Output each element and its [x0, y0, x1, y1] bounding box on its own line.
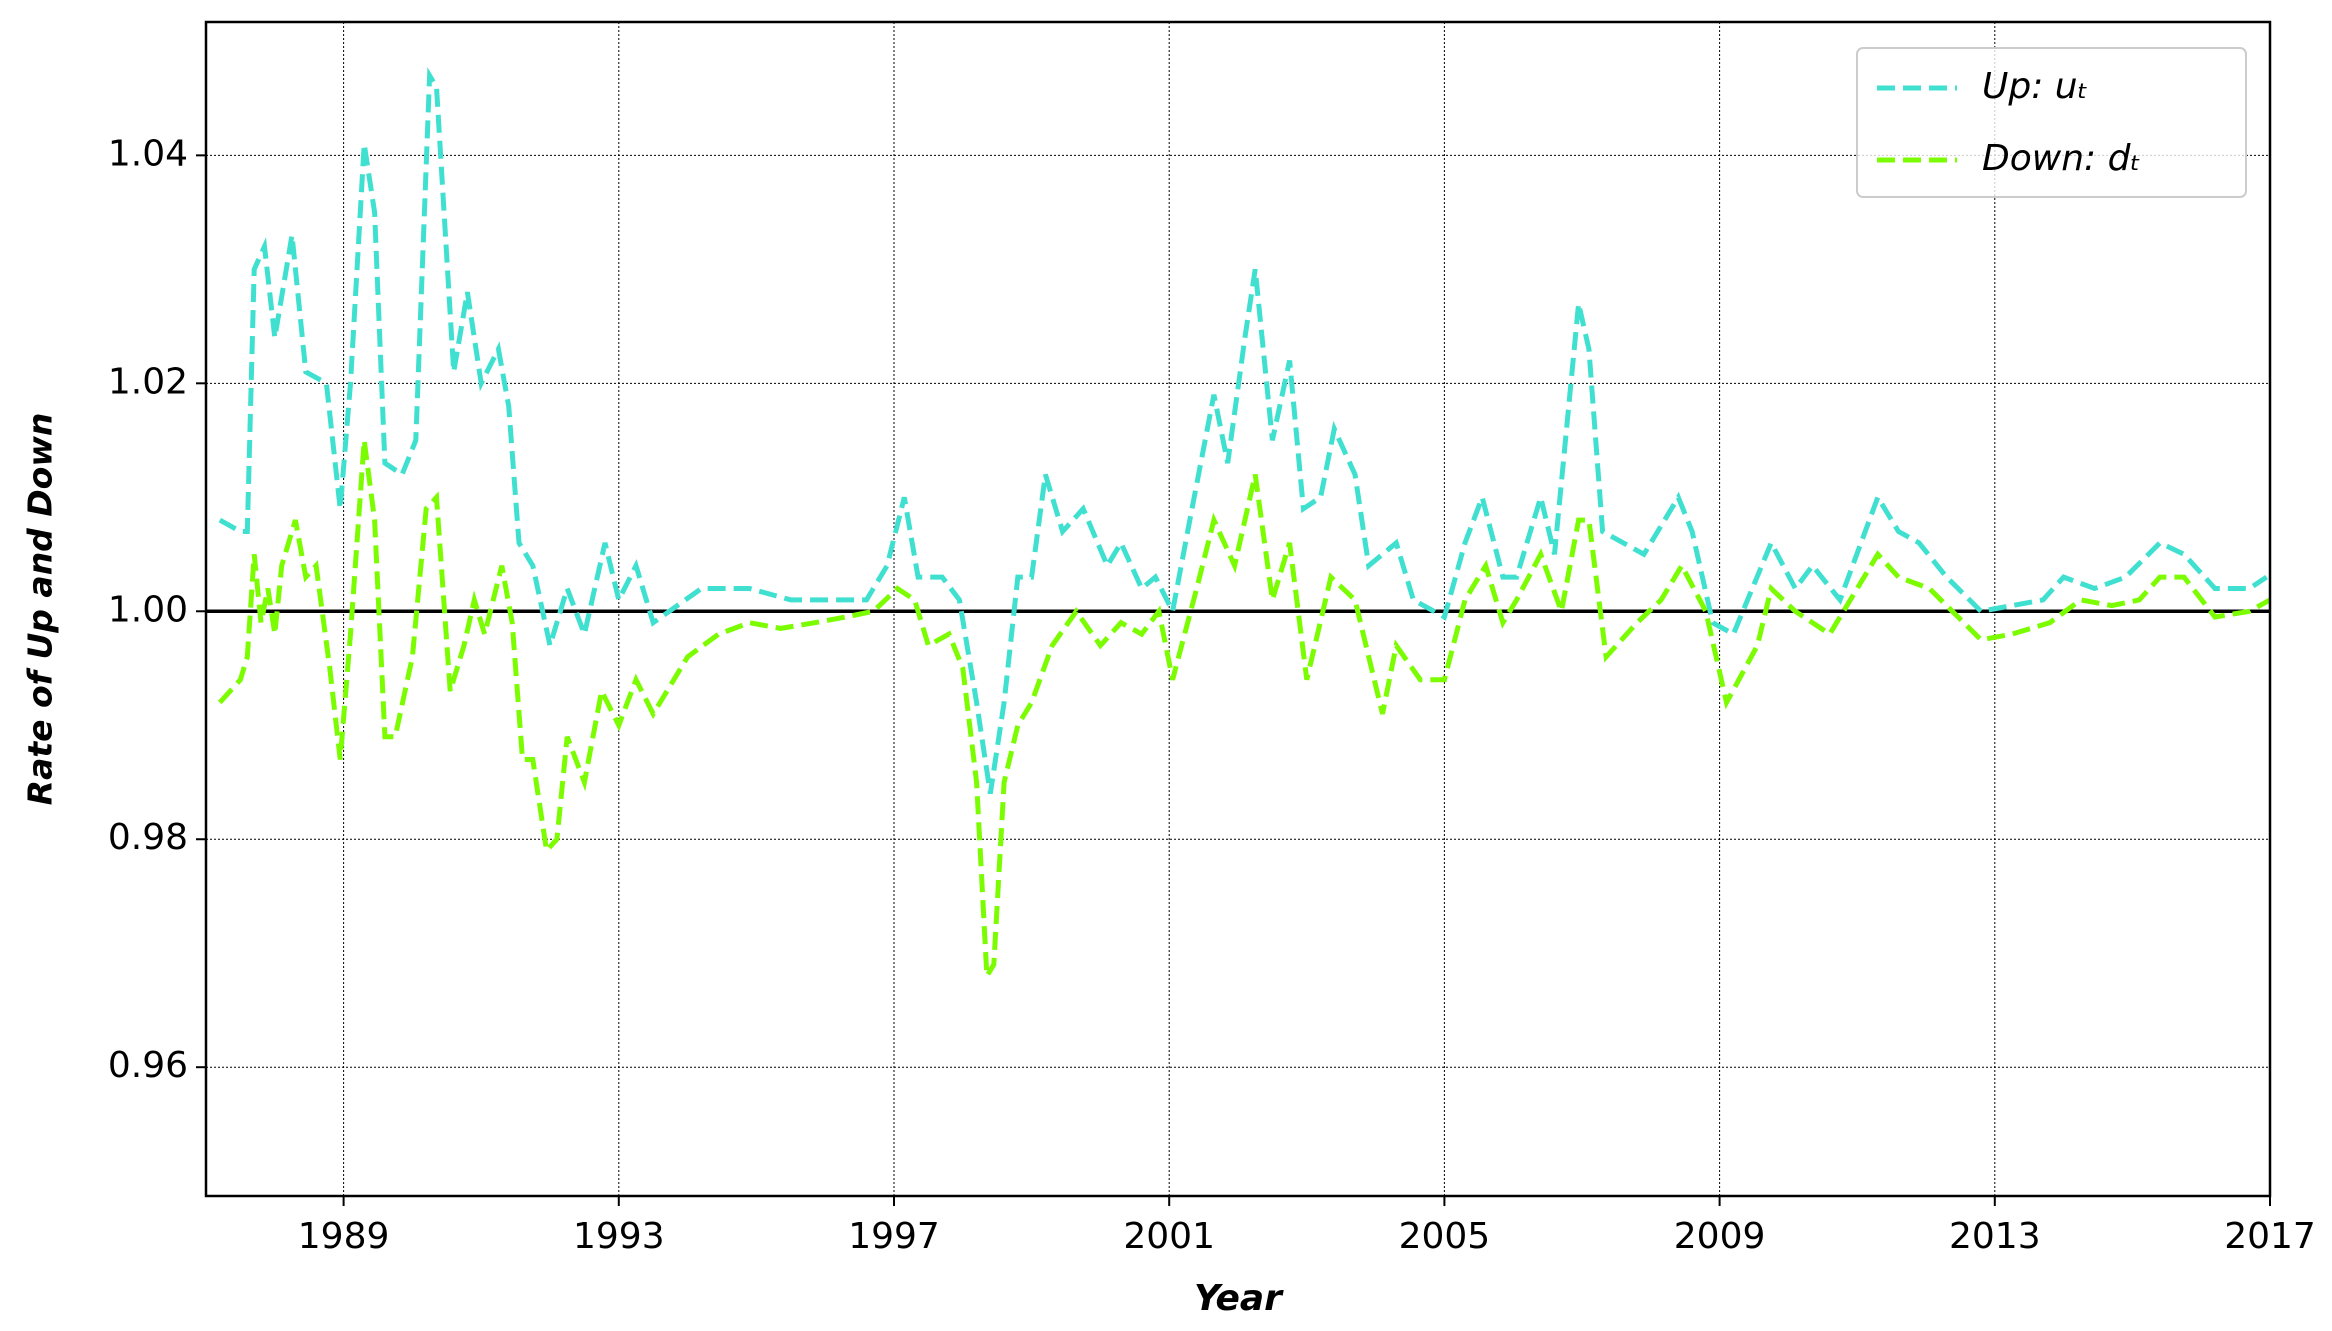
x-tick-label: 2009: [1674, 1216, 1766, 1257]
y-tick-label: 1.04: [108, 133, 188, 174]
x-tick-label: 2005: [1399, 1216, 1491, 1257]
legend-box: [1856, 47, 2247, 198]
x-tick-label: 2013: [1949, 1216, 2041, 1257]
y-tick-label: 1.02: [108, 361, 188, 402]
x-tick-label: 2001: [1123, 1216, 1215, 1257]
x-tick-label: 1997: [848, 1216, 940, 1257]
y-tick-label: 0.96: [108, 1045, 188, 1086]
legend-label: Up: uₜ: [1982, 66, 2088, 107]
legend-label: Down: dₜ: [1982, 138, 2141, 179]
x-tick-label: 2017: [2224, 1216, 2316, 1257]
y-axis-label: Rate of Up and Down: [21, 413, 60, 806]
plot-frame: [204, 20, 2272, 1198]
y-tick-label: 1.00: [108, 589, 188, 630]
y-tick-label: 0.98: [108, 817, 188, 858]
x-tick-label: 1989: [298, 1216, 390, 1257]
x-axis-label: Year: [1194, 1278, 1284, 1319]
line-series: [217, 439, 2272, 985]
x-tick-label: 1993: [573, 1216, 665, 1257]
